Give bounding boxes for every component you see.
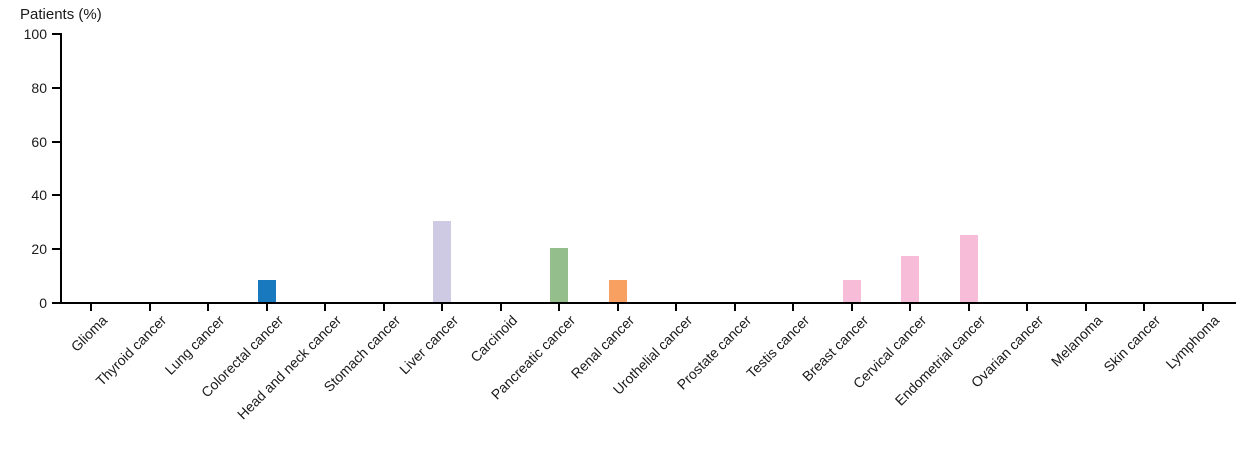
x-tick-mark bbox=[792, 304, 794, 311]
x-tick-mark bbox=[324, 304, 326, 311]
x-tick-mark bbox=[733, 304, 736, 311]
x-tick-mark bbox=[207, 304, 209, 311]
y-tick-mark bbox=[52, 33, 60, 35]
bar-pancreatic-cancer bbox=[550, 248, 568, 302]
x-tick-mark bbox=[558, 304, 560, 311]
x-tick-mark bbox=[616, 304, 619, 311]
bar-renal-cancer bbox=[608, 280, 627, 302]
x-axis-line bbox=[60, 302, 1236, 304]
bar-cervical-cancer bbox=[901, 256, 919, 302]
x-tick-mark bbox=[148, 304, 151, 311]
x-tick-mark bbox=[441, 304, 443, 311]
y-tick-label: 80 bbox=[31, 79, 47, 96]
x-tick-mark bbox=[1201, 304, 1204, 311]
y-tick-mark bbox=[52, 248, 60, 251]
x-tick-mark bbox=[265, 304, 268, 311]
y-tick-label: 100 bbox=[23, 26, 47, 42]
bar-liver-cancer bbox=[433, 221, 451, 302]
y-tick-mark bbox=[52, 86, 60, 89]
y-tick-mark bbox=[52, 302, 60, 304]
y-tick-label: 0 bbox=[39, 295, 47, 311]
bar-colorectal-cancer bbox=[257, 280, 276, 302]
x-tick-mark bbox=[675, 304, 677, 311]
y-tick-label: 20 bbox=[31, 241, 47, 258]
bar-breast-cancer bbox=[842, 280, 861, 302]
bar-endometrial-cancer bbox=[959, 234, 978, 302]
y-tick-label: 40 bbox=[31, 187, 47, 204]
y-axis-title: Patients (%) bbox=[20, 6, 102, 23]
x-tick-mark bbox=[90, 304, 92, 311]
x-tick-mark bbox=[909, 304, 911, 311]
x-tick-mark bbox=[967, 304, 970, 311]
y-axis-line bbox=[60, 33, 62, 304]
x-tick-mark bbox=[499, 304, 502, 311]
x-tick-mark bbox=[1143, 304, 1145, 311]
x-tick-mark bbox=[1084, 304, 1087, 311]
x-tick-mark bbox=[850, 304, 853, 311]
x-tick-mark bbox=[382, 304, 385, 311]
y-tick-mark bbox=[52, 140, 60, 143]
x-tick-mark bbox=[1026, 304, 1028, 311]
y-tick-mark bbox=[52, 194, 60, 197]
y-tick-label: 60 bbox=[31, 133, 47, 150]
